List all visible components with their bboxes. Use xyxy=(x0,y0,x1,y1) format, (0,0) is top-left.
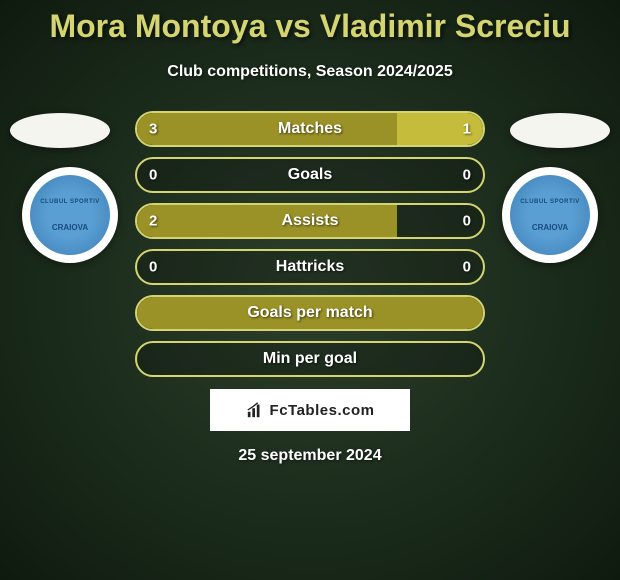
stat-bar: Goals per match xyxy=(135,295,485,331)
chart-icon xyxy=(246,401,264,419)
badge-bottom-text: CRAIOVA xyxy=(532,223,568,232)
stat-row: 3 1 Matches xyxy=(135,111,485,147)
stat-row: Goals per match xyxy=(135,295,485,331)
stat-row: 0 0 Hattricks xyxy=(135,249,485,285)
stat-label: Hattricks xyxy=(276,258,344,276)
stat-label: Goals per match xyxy=(247,304,372,322)
stat-bar: Min per goal xyxy=(135,341,485,377)
stat-bar-left-fill xyxy=(137,205,397,237)
stat-value-right: 1 xyxy=(463,121,471,138)
player-left-avatar xyxy=(10,113,110,148)
stat-label: Assists xyxy=(282,212,339,230)
stat-value-left: 0 xyxy=(149,167,157,184)
date-text: 25 september 2024 xyxy=(0,447,620,465)
stat-row: 2 0 Assists xyxy=(135,203,485,239)
stat-row: 0 0 Goals xyxy=(135,157,485,193)
stat-bar: 0 0 Goals xyxy=(135,157,485,193)
badge-top-text: CLUBUL SPORTIV xyxy=(40,199,100,205)
stat-value-left: 3 xyxy=(149,121,157,138)
stat-label: Matches xyxy=(278,120,342,138)
stat-row: Min per goal xyxy=(135,341,485,377)
attribution-box: FcTables.com xyxy=(210,389,410,431)
badge-top-text: CLUBUL SPORTIV xyxy=(520,199,580,205)
stat-label: Goals xyxy=(288,166,332,184)
stat-value-right: 0 xyxy=(463,167,471,184)
stat-bar: 0 0 Hattricks xyxy=(135,249,485,285)
stat-value-left: 0 xyxy=(149,259,157,276)
stat-bar: 3 1 Matches xyxy=(135,111,485,147)
stat-bar: 2 0 Assists xyxy=(135,203,485,239)
stats-container: 3 1 Matches 0 0 Goals 2 0 Assists 0 0 Hattricks Goal… xyxy=(135,111,485,377)
page-title: Mora Montoya vs Vladimir Screciu xyxy=(0,0,620,45)
stat-value-right: 0 xyxy=(463,259,471,276)
stat-label: Min per goal xyxy=(263,350,357,368)
team-badge-icon: CLUBUL SPORTIV CRAIOVA xyxy=(30,175,110,255)
team-left-badge: CLUBUL SPORTIV CRAIOVA xyxy=(22,167,118,263)
attribution-text: FcTables.com xyxy=(270,402,375,419)
player-right-avatar xyxy=(510,113,610,148)
stat-value-right: 0 xyxy=(463,213,471,230)
team-badge-icon: CLUBUL SPORTIV CRAIOVA xyxy=(510,175,590,255)
team-right-badge: CLUBUL SPORTIV CRAIOVA xyxy=(502,167,598,263)
subtitle: Club competitions, Season 2024/2025 xyxy=(0,63,620,81)
comparison-content: CLUBUL SPORTIV CRAIOVA CLUBUL SPORTIV CR… xyxy=(0,111,620,377)
stat-bar-left-fill xyxy=(137,113,397,145)
badge-bottom-text: CRAIOVA xyxy=(52,223,88,232)
stat-value-left: 2 xyxy=(149,213,157,230)
